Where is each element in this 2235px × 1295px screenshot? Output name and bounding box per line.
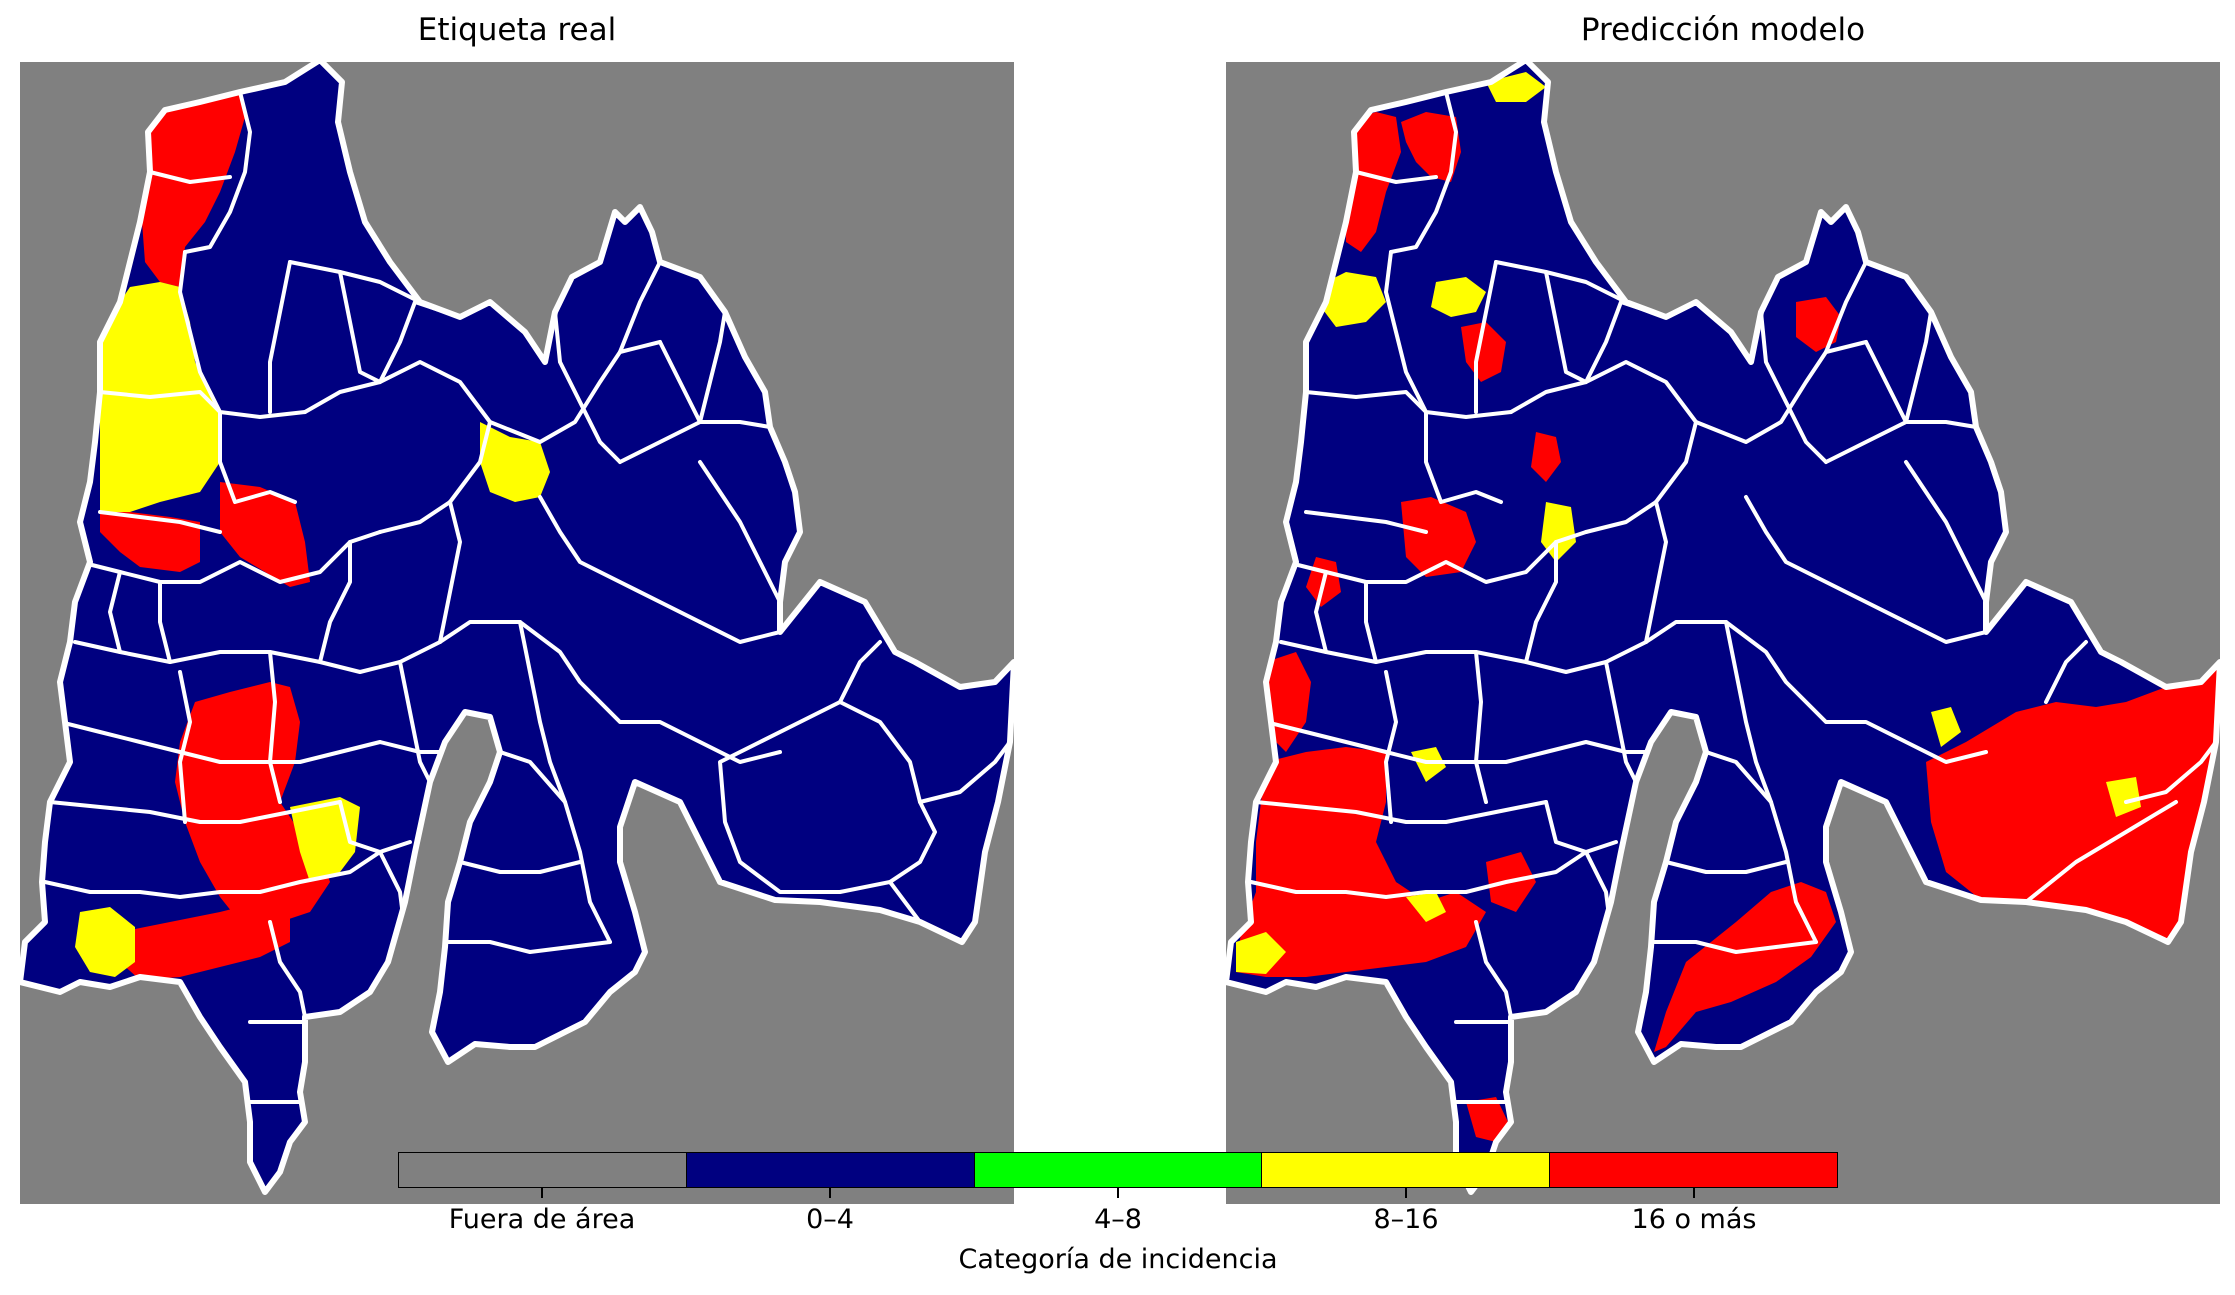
eastern-municipality-boundaries <box>2024 640 2218 904</box>
colorbar-segment-0-4 <box>685 1153 974 1187</box>
mid-high-incidence-area <box>1431 277 1486 317</box>
colorbar-title: Categoría de incidencia <box>958 1244 1278 1275</box>
high-incidence-area <box>1401 112 1461 182</box>
high-incidence-area <box>175 682 330 922</box>
map-panel-real-label <box>20 62 1014 1204</box>
high-incidence-area <box>1531 432 1561 482</box>
map-real-svg <box>20 62 1014 1195</box>
map-prediction-svg <box>1226 62 2220 1195</box>
high-incidence-area <box>1266 652 1311 752</box>
high-incidence-area <box>1344 112 1401 252</box>
colorbar-label-0-4: 0–4 <box>806 1204 854 1235</box>
high-incidence-area <box>220 482 310 587</box>
incidence-patches-real <box>75 92 550 980</box>
right-panel-title: Predicción modelo <box>1580 12 1866 48</box>
high-incidence-area <box>1466 1097 1508 1142</box>
colorbar-tick <box>1405 1188 1407 1198</box>
department-border <box>20 62 1014 1195</box>
colorbar-segment-16-plus <box>1549 1153 1837 1187</box>
high-incidence-area <box>100 512 200 572</box>
left-panel-title: Etiqueta real <box>417 12 617 48</box>
mid-high-incidence-area <box>1486 72 1546 102</box>
high-incidence-area <box>1461 322 1506 382</box>
mid-high-incidence-area <box>1411 747 1446 782</box>
colorbar-label-outside: Fuera de área <box>448 1204 636 1235</box>
colorbar-tick <box>541 1188 543 1198</box>
map-panel-model-prediction <box>1226 62 2220 1204</box>
colorbar <box>398 1152 1838 1188</box>
municipality-boundaries <box>1249 90 1988 1104</box>
high-incidence-area <box>1654 882 1836 1052</box>
mid-high-incidence-area <box>1406 892 1446 922</box>
colorbar-tick <box>1693 1188 1695 1198</box>
colorbar-segment-4-8 <box>973 1153 1262 1187</box>
mid-high-incidence-area <box>1321 272 1386 327</box>
eastern-municipality-boundaries <box>718 640 1012 924</box>
high-incidence-area <box>120 902 290 980</box>
mid-high-incidence-area <box>480 422 550 502</box>
mid-high-incidence-area <box>1931 707 1961 747</box>
municipality-boundaries <box>43 90 782 1104</box>
colorbar-segment-8-16 <box>1261 1153 1550 1187</box>
high-incidence-area <box>1926 662 2220 942</box>
colorbar-tick <box>1117 1188 1119 1198</box>
mid-high-incidence-area <box>75 907 135 977</box>
mid-high-incidence-area <box>2106 777 2141 817</box>
high-incidence-area <box>1401 497 1476 577</box>
colorbar-label-8-16: 8–16 <box>1373 1204 1439 1235</box>
colorbar-segment-outside <box>399 1153 686 1187</box>
mid-high-incidence-area <box>1236 932 1286 974</box>
colorbar-tick <box>829 1188 831 1198</box>
colorbar-label-16-plus: 16 o más <box>1631 1204 1757 1235</box>
high-incidence-area <box>142 92 245 287</box>
colorbar-label-4-8: 4–8 <box>1094 1204 1142 1235</box>
department-border <box>1226 62 2220 1195</box>
